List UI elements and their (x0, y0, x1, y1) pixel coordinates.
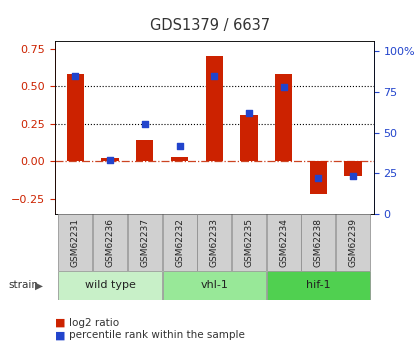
Bar (136, 140, 153, 161)
Bar (267, 214, 301, 271)
Text: GSM62233: GSM62233 (210, 218, 219, 267)
Point (211, 73, 218, 78)
Point (349, 174, 356, 179)
Text: GSM62236: GSM62236 (105, 218, 115, 267)
Bar (232, 214, 266, 271)
Text: ▶: ▶ (35, 280, 43, 290)
Text: wild type: wild type (85, 280, 136, 290)
Text: GSM62238: GSM62238 (314, 218, 323, 267)
Text: hif-1: hif-1 (306, 280, 331, 290)
Bar (205, 56, 223, 161)
Bar (58, 271, 162, 300)
Bar (93, 214, 127, 271)
Point (176, 143, 183, 148)
Bar (275, 75, 292, 161)
Bar (163, 271, 266, 300)
Point (142, 122, 148, 127)
Text: log2 ratio: log2 ratio (69, 318, 119, 327)
Text: GSM62239: GSM62239 (349, 218, 357, 267)
Text: strain: strain (8, 280, 38, 290)
Text: vhl-1: vhl-1 (200, 280, 228, 290)
Point (72, 73, 79, 78)
Bar (301, 214, 335, 271)
Bar (267, 271, 370, 300)
Text: GSM62237: GSM62237 (140, 218, 149, 267)
Bar (58, 214, 92, 271)
Point (107, 157, 113, 163)
Point (280, 84, 287, 90)
Bar (344, 161, 362, 176)
Text: ■: ■ (55, 318, 65, 327)
Point (246, 110, 252, 116)
Bar (197, 214, 231, 271)
Bar (336, 214, 370, 271)
Bar (163, 214, 197, 271)
Bar (240, 115, 257, 161)
Bar (102, 158, 119, 161)
Text: GSM62235: GSM62235 (244, 218, 253, 267)
Bar (128, 214, 162, 271)
Bar (67, 75, 84, 161)
Text: GDS1379 / 6637: GDS1379 / 6637 (150, 18, 270, 33)
Text: percentile rank within the sample: percentile rank within the sample (69, 331, 245, 340)
Text: GSM62231: GSM62231 (71, 218, 80, 267)
Bar (171, 157, 188, 161)
Text: GSM62234: GSM62234 (279, 218, 288, 267)
Text: GSM62232: GSM62232 (175, 218, 184, 267)
Point (315, 175, 322, 181)
Text: ■: ■ (55, 331, 65, 340)
Bar (310, 161, 327, 194)
